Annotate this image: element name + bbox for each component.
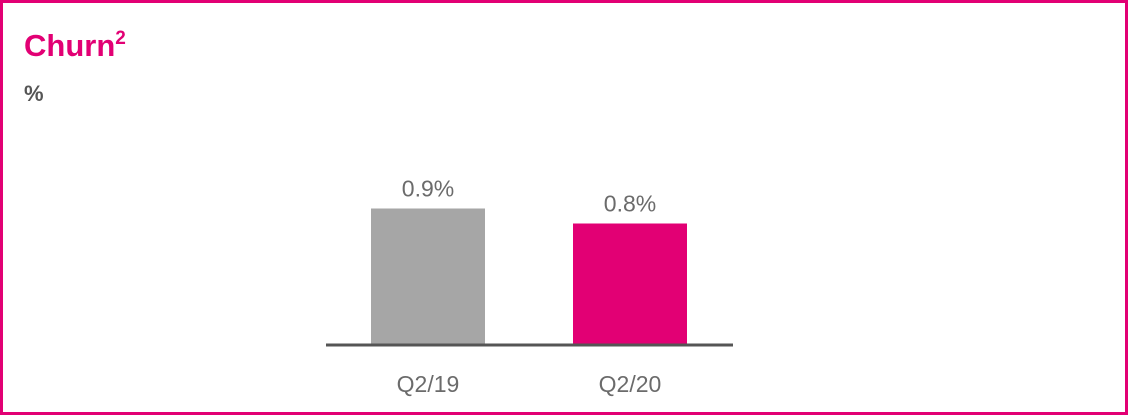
chart-title: Churn2 bbox=[24, 28, 126, 63]
title-text: Churn bbox=[24, 28, 115, 63]
title-footnote: 2 bbox=[115, 28, 126, 49]
x-tick-label: Q2/20 bbox=[599, 371, 662, 397]
value-label: 0.9% bbox=[402, 176, 454, 202]
x-tick-label: Q2/19 bbox=[397, 371, 460, 397]
subtitle: % bbox=[24, 81, 44, 106]
bar bbox=[573, 223, 687, 344]
value-label: 0.8% bbox=[604, 191, 656, 217]
bar bbox=[371, 208, 485, 344]
